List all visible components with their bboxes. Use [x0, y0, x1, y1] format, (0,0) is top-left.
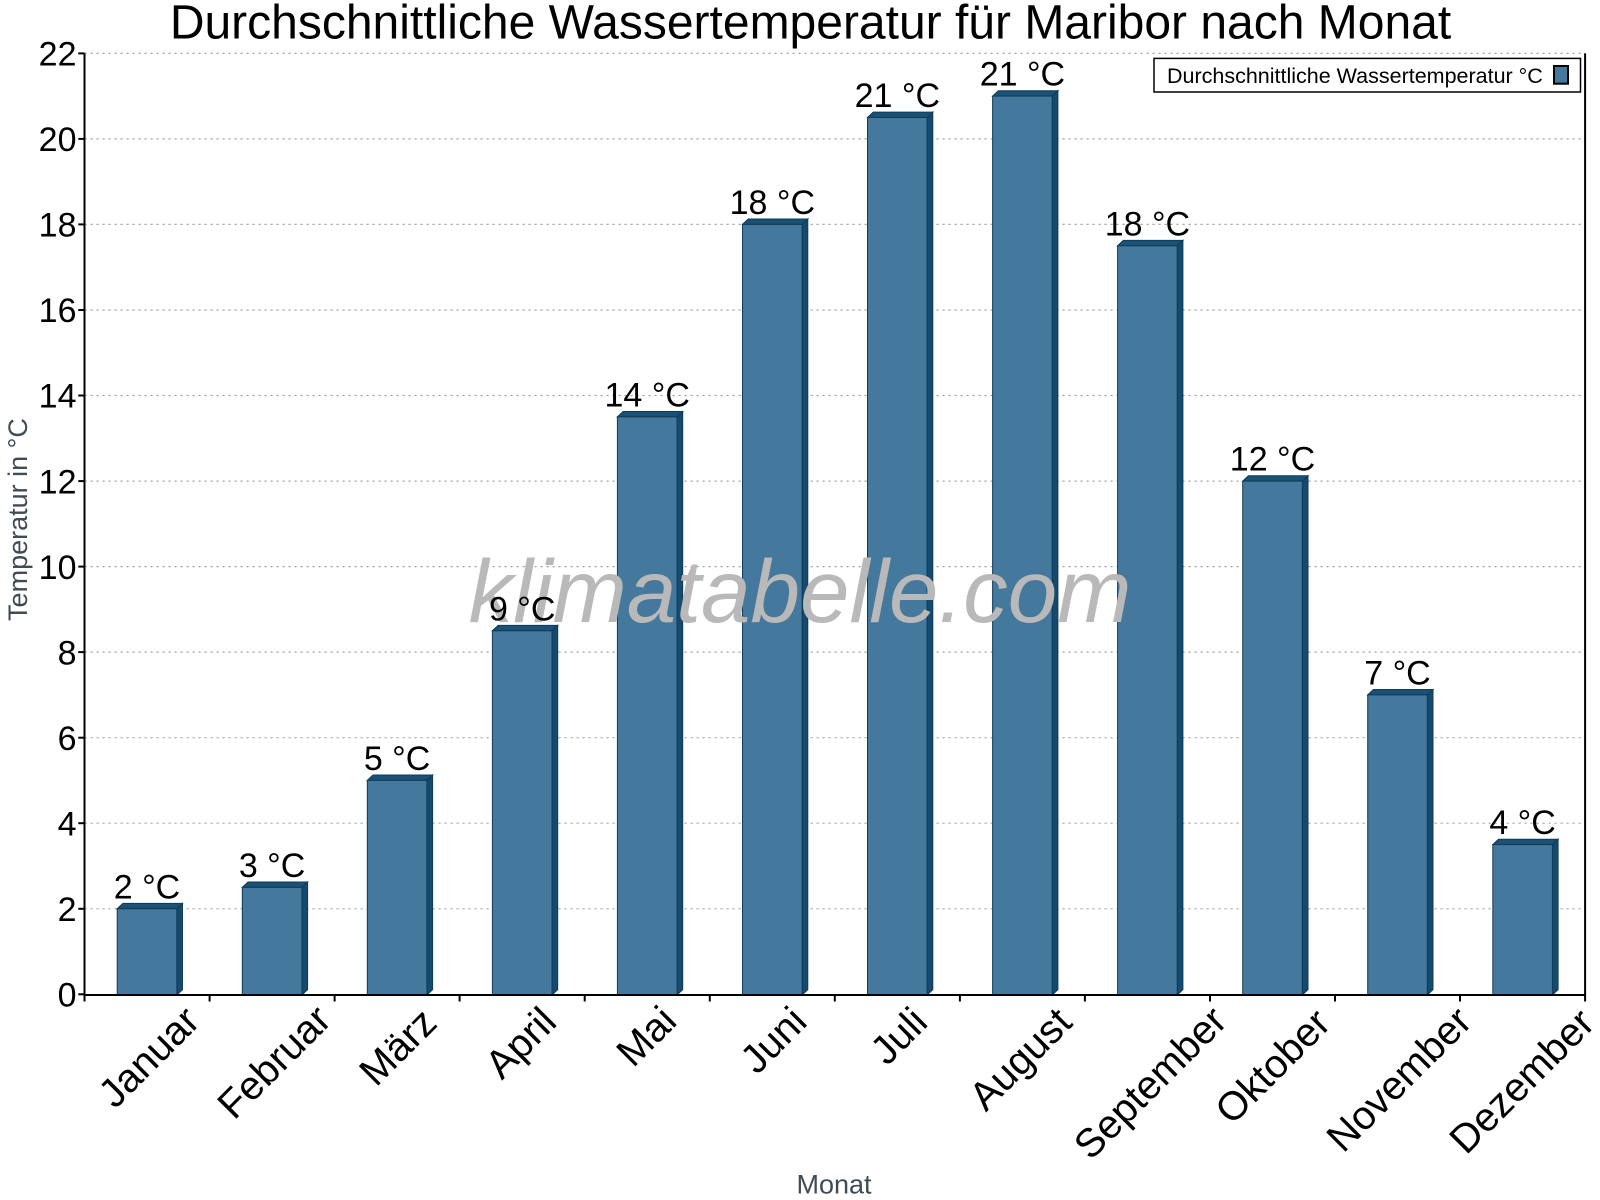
- svg-text:20: 20: [39, 121, 77, 159]
- svg-text:12 °C: 12 °C: [1230, 441, 1315, 479]
- svg-text:klimatabelle.com: klimatabelle.com: [469, 541, 1132, 641]
- svg-text:Mai: Mai: [608, 998, 685, 1075]
- svg-text:Januar: Januar: [90, 999, 208, 1117]
- svg-text:18 °C: 18 °C: [1105, 205, 1190, 243]
- svg-text:21 °C: 21 °C: [855, 77, 940, 115]
- svg-text:21 °C: 21 °C: [980, 56, 1065, 94]
- svg-text:März: März: [351, 1000, 445, 1094]
- svg-text:18: 18: [39, 207, 77, 245]
- svg-text:4 °C: 4 °C: [1489, 804, 1556, 842]
- svg-text:22: 22: [39, 36, 77, 74]
- svg-text:14: 14: [39, 378, 77, 416]
- svg-text:August: August: [961, 1000, 1080, 1119]
- svg-text:Juli: Juli: [862, 1000, 936, 1074]
- svg-text:4: 4: [58, 805, 77, 843]
- svg-text:Juni: Juni: [732, 999, 815, 1082]
- svg-text:3 °C: 3 °C: [239, 847, 306, 885]
- svg-text:Oktober: Oktober: [1207, 1001, 1339, 1133]
- svg-text:2 °C: 2 °C: [114, 868, 181, 906]
- svg-text:7 °C: 7 °C: [1364, 654, 1431, 692]
- svg-text:16: 16: [39, 292, 77, 330]
- svg-text:6: 6: [58, 720, 77, 758]
- svg-text:5 °C: 5 °C: [364, 740, 431, 778]
- svg-text:12: 12: [39, 463, 77, 501]
- svg-text:Durchschnittliche Wassertemper: Durchschnittliche Wassertemperatur für M…: [170, 0, 1451, 50]
- svg-text:14 °C: 14 °C: [604, 376, 689, 414]
- svg-text:8: 8: [58, 634, 77, 672]
- svg-text:Durchschnittliche Wassertemper: Durchschnittliche Wassertemperatur °C: [1167, 64, 1543, 88]
- svg-text:9 °C: 9 °C: [489, 590, 556, 628]
- svg-text:April: April: [477, 999, 565, 1087]
- svg-text:September: September: [1066, 998, 1235, 1167]
- svg-text:2: 2: [58, 891, 77, 929]
- svg-text:Temperatur in °C: Temperatur in °C: [3, 418, 33, 621]
- svg-text:10: 10: [39, 549, 77, 587]
- svg-text:Februar: Februar: [209, 997, 339, 1127]
- svg-text:18 °C: 18 °C: [730, 184, 815, 222]
- svg-text:0: 0: [58, 977, 77, 1015]
- svg-text:Monat: Monat: [796, 1170, 872, 1200]
